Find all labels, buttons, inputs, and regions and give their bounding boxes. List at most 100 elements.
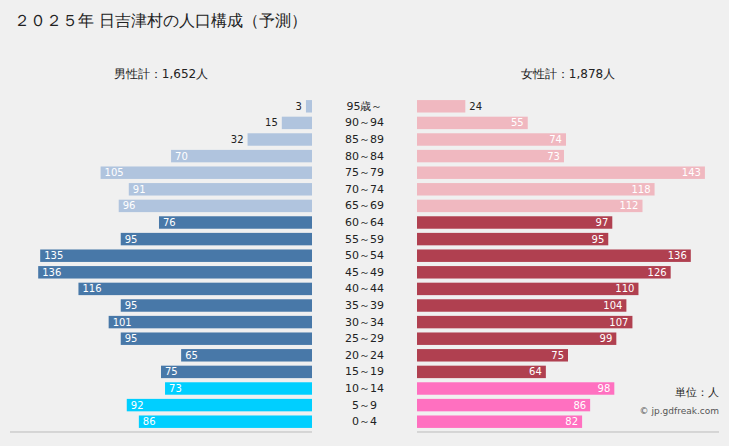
series-label: 女性計：1,878人: [521, 67, 615, 81]
bar: [78, 283, 312, 295]
chart: ２０２５年 日吉津村の人口構成（予測） 男性計：1,652人 3 15 32 70 105 9…: [0, 0, 729, 446]
bar: [417, 283, 638, 295]
category-label: 35～39: [345, 299, 384, 312]
bar: [417, 366, 546, 378]
axis-line: [417, 432, 719, 433]
category-label: 20～24: [345, 349, 384, 362]
data-label: 32: [231, 134, 244, 145]
data-label: 98: [598, 383, 611, 394]
bar: [121, 299, 312, 311]
series-label: 男性計：1,652人: [114, 67, 208, 81]
data-label: 76: [163, 217, 176, 228]
category-label: 90～94: [345, 116, 384, 129]
bar: [181, 349, 312, 361]
category-label: 60～64: [345, 216, 384, 229]
category-label: 75～79: [345, 166, 384, 179]
data-labels: 24 55 74 73 143 118 112 97 95 136126 110 104 107 99 75…: [469, 101, 701, 427]
data-label: 110: [615, 283, 634, 294]
bar: [417, 266, 671, 278]
bar: [121, 233, 312, 245]
bar: [101, 166, 312, 178]
data-label: 104: [603, 300, 622, 311]
category-label: 95歳～: [347, 100, 383, 113]
data-label: 136: [42, 267, 61, 278]
category-label: 45～49: [345, 266, 384, 279]
data-label: 86: [143, 416, 156, 427]
data-label: 99: [600, 333, 613, 344]
data-label: 95: [125, 333, 138, 344]
data-label: 75: [165, 366, 178, 377]
category-label: 80～84: [345, 150, 384, 163]
title: ２０２５年 日吉津村の人口構成（予測）: [14, 11, 307, 30]
bar: [109, 316, 312, 328]
category-label: 50～54: [345, 249, 384, 262]
bar: [417, 316, 632, 328]
data-label: 3: [296, 101, 302, 112]
data-label: 73: [169, 383, 182, 394]
bar: [417, 249, 691, 261]
data-label: 70: [175, 151, 188, 162]
data-label: 91: [133, 184, 146, 195]
data-label: 97: [596, 217, 609, 228]
bar: [129, 183, 312, 195]
bar: [165, 382, 312, 394]
data-label: 101: [113, 317, 132, 328]
bars: [417, 100, 705, 428]
category-label: 65～69: [345, 199, 384, 212]
category-label: 30～34: [345, 316, 384, 329]
category-label: 85～89: [345, 133, 384, 146]
data-label: 55: [511, 117, 524, 128]
axis-line: [10, 432, 312, 433]
data-label: 107: [609, 317, 628, 328]
data-labels: 3 15 32 70 105 91 96 76 95 135 136 116 95 101 95 65 75 73…: [42, 101, 302, 427]
bar: [282, 117, 312, 129]
data-label: 143: [682, 167, 701, 178]
category-labels: 95歳～90～9485～8980～8475～7970～7465～6960～645…: [345, 100, 384, 428]
bar: [161, 366, 312, 378]
bar: [417, 166, 705, 178]
data-label: 82: [565, 416, 578, 427]
bar: [417, 233, 608, 245]
data-label: 105: [105, 167, 124, 178]
data-label: 15: [265, 117, 278, 128]
bar: [139, 415, 312, 427]
annotation: 単位：人: [675, 386, 719, 399]
category-label: 15～19: [345, 365, 384, 378]
bar: [40, 249, 312, 261]
data-label: 126: [648, 267, 667, 278]
data-label: 92: [131, 400, 144, 411]
data-label: 96: [123, 200, 136, 211]
data-label: 136: [668, 250, 687, 261]
category-label: 25～29: [345, 332, 384, 345]
bar: [417, 100, 465, 112]
bar: [159, 216, 312, 228]
data-label: 73: [547, 151, 560, 162]
data-label: 95: [592, 234, 605, 245]
bar: [417, 332, 616, 344]
bar: [417, 150, 564, 162]
bar: [417, 200, 642, 212]
bar: [127, 399, 312, 411]
data-label: 24: [469, 101, 482, 112]
data-label: 65: [185, 350, 198, 361]
data-label: 135: [44, 250, 63, 261]
bar: [417, 133, 566, 145]
data-label: 95: [125, 300, 138, 311]
data-label: 112: [619, 200, 638, 211]
bar: [417, 399, 590, 411]
data-label: 75: [551, 350, 564, 361]
category-label: 40～44: [345, 282, 384, 295]
bar: [417, 299, 626, 311]
annotation: © jp.gdfreak.com: [640, 406, 719, 416]
bar: [121, 332, 312, 344]
bar: [119, 200, 312, 212]
category-label: 5～9: [352, 399, 377, 412]
data-label: 95: [125, 234, 138, 245]
data-label: 74: [549, 134, 562, 145]
bar: [417, 117, 528, 129]
data-label: 118: [631, 184, 650, 195]
bar: [306, 100, 312, 112]
data-label: 116: [82, 283, 101, 294]
bar: [417, 349, 568, 361]
category-label: 10～14: [345, 382, 384, 395]
